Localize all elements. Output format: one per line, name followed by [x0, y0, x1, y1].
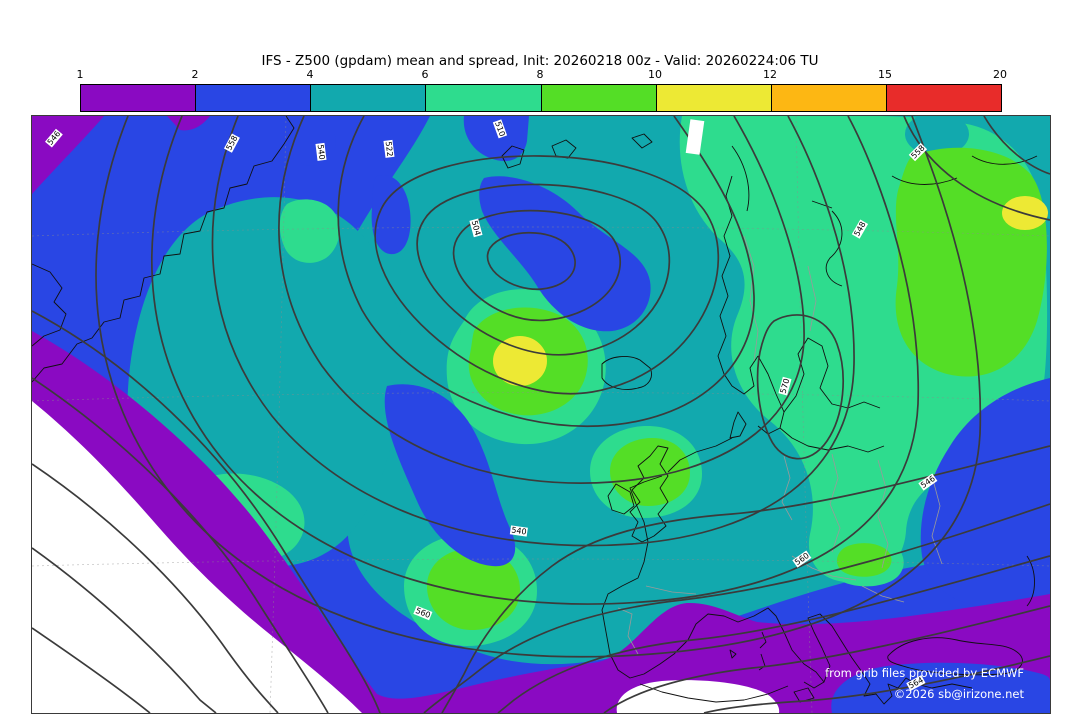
spread-and-mean-map [32, 116, 1050, 713]
colorbar-tick: 20 [993, 68, 1007, 81]
colorbar-segment-1-2 [81, 85, 197, 111]
colorbar-tick: 4 [306, 68, 314, 81]
colorbar-tick: 10 [648, 68, 662, 81]
colorbar-segment-10-12 [656, 85, 772, 111]
colorbar-segment-4-6 [311, 85, 427, 111]
mean-contours-layer [32, 116, 1050, 713]
colorbar-tick: 6 [421, 68, 429, 81]
colorbar-segment-15-20 [886, 85, 1001, 111]
chart-title: IFS - Z500 (gpdam) mean and spread, Init… [261, 53, 819, 69]
colorbar-tick: 2 [191, 68, 199, 81]
spread-fill-layer [32, 116, 1050, 713]
colorbar [80, 84, 1002, 112]
credits-source: from grib files provided by ECMWF [825, 666, 1024, 680]
map-panel: 546 558 540 522 510 504 548 558 570 546 540 560 560 5… [31, 115, 1051, 714]
country-borders-layer [617, 235, 943, 655]
colorbar-segment-8-10 [541, 85, 657, 111]
colorbar-tick: 1 [76, 68, 84, 81]
colorbar-segment-12-15 [771, 85, 887, 111]
colorbar-tick: 8 [536, 68, 544, 81]
colorbar-segment-2-4 [196, 85, 312, 111]
colorbar-ticks: 1 2 4 6 8 10 12 15 20 [76, 68, 1008, 82]
colorbar-tick: 15 [878, 68, 892, 81]
credits-copyright: ©2026 sb@irizone.net [893, 687, 1024, 701]
colorbar-tick: 12 [763, 68, 777, 81]
map-credits: from grib files provided by ECMWF ©2026 … [825, 663, 1024, 705]
colorbar-segment-6-8 [426, 85, 542, 111]
